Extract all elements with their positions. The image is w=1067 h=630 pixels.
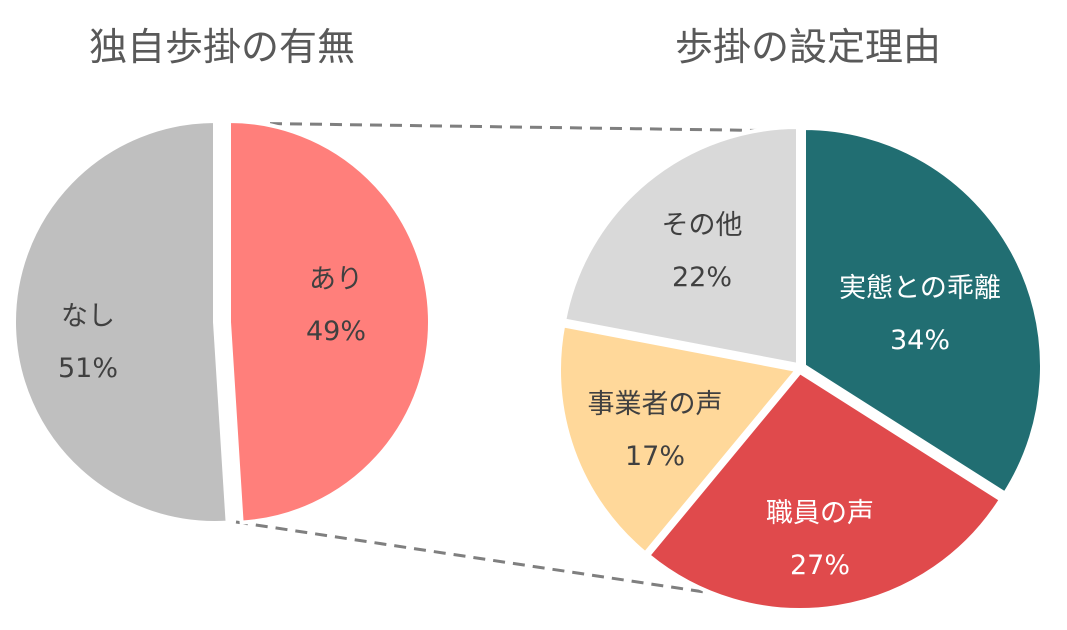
pie2-slice-value-3: 22%	[672, 262, 732, 293]
pie1-slice-value-0: 49%	[306, 316, 366, 347]
pie-reasons: 実態との乖離 34% 職員の声 27% 事業者の声 17% その他 22%	[557, 124, 1044, 612]
pie1-slice-label-1: なし	[61, 301, 115, 332]
pie-presence: あり 49% なし 51%	[11, 118, 432, 525]
chart-title-presence: 独自歩掛の有無	[89, 25, 355, 69]
connector-layer	[229, 121, 799, 608]
connector-line-1	[235, 520, 799, 608]
pie2-slice-value-1: 27%	[790, 550, 850, 581]
pie2-slice-label-0: 実態との乖離	[839, 273, 1001, 304]
pie2-slice-2	[557, 323, 801, 557]
pie2-slice-value-0: 34%	[890, 325, 950, 356]
pie2-slice-label-2: 事業者の声	[588, 389, 723, 420]
connector-line-0	[229, 121, 799, 133]
pie1-slice-0	[227, 118, 432, 525]
pie2-slice-0	[802, 125, 1044, 497]
pie2-slice-3	[561, 124, 800, 368]
pie2-slice-label-3: その他	[662, 210, 743, 241]
pie1-slice-value-1: 51%	[58, 353, 118, 384]
pie1-slice-1	[11, 118, 230, 525]
pie2-slice-1	[645, 369, 1004, 612]
pie2-slice-value-2: 17%	[625, 441, 685, 472]
chart-title-reasons: 歩掛の設定理由	[675, 25, 941, 69]
pie1-slice-label-0: あり	[309, 264, 363, 295]
pie2-slice-label-1: 職員の声	[766, 498, 874, 529]
